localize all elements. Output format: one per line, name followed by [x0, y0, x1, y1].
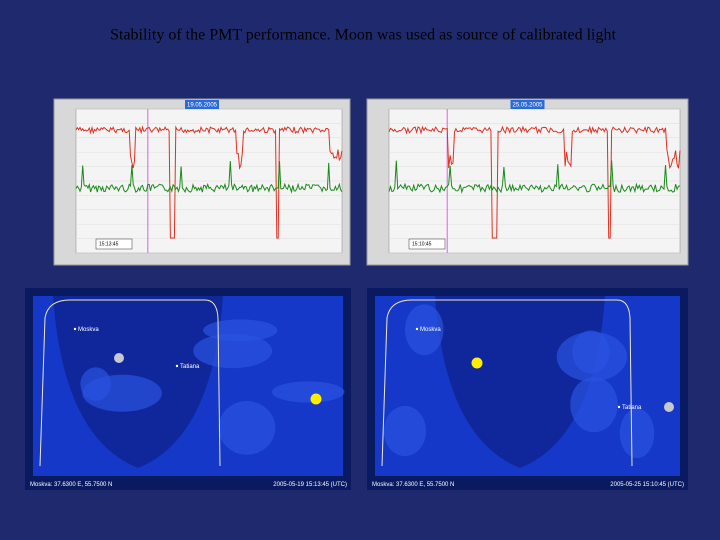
moon — [664, 402, 674, 412]
continent — [572, 330, 610, 374]
date-label: 19.05.2005 — [187, 103, 218, 109]
continent — [193, 333, 273, 369]
date-badge — [510, 100, 545, 109]
continent — [404, 304, 444, 356]
time-label: 15:10:45 — [412, 242, 432, 248]
time-label: 15:13:45 — [99, 242, 119, 248]
site-dot — [617, 405, 621, 409]
continent — [218, 401, 276, 455]
timestamp-label: 2005-05-19 15:13:45 (UTC) — [273, 482, 347, 488]
coords-label: Moskva: 37.6300 E, 55.7500 N — [372, 482, 454, 488]
scale-bar — [25, 288, 351, 296]
red-trace — [388, 125, 681, 239]
continent — [619, 408, 655, 459]
night-region — [435, 296, 605, 468]
continent — [82, 374, 162, 412]
moon-track — [39, 299, 221, 467]
sun — [310, 393, 322, 405]
continent — [271, 381, 345, 403]
site-dot — [175, 364, 179, 368]
slide-title: Stability of the PMT performance. Moon w… — [110, 27, 616, 44]
continent — [570, 376, 618, 433]
site-dot — [73, 327, 77, 331]
site-label: Moskva — [420, 327, 441, 333]
green-trace — [75, 160, 343, 194]
time-box — [95, 238, 133, 250]
red-trace — [75, 125, 343, 239]
site-label: Tatiana — [180, 364, 200, 370]
date-badge — [185, 100, 219, 109]
continent — [383, 405, 427, 457]
site-label: Tatiana — [622, 405, 642, 411]
site-label: Moskva — [78, 327, 99, 333]
timestamp-label: 2005-05-25 15:10:45 (UTC) — [610, 482, 684, 488]
moon-track — [381, 299, 633, 467]
coords-label: Moskva: 37.6300 E, 55.7500 N — [30, 482, 112, 488]
sun — [471, 357, 483, 369]
site-dot — [415, 327, 419, 331]
scale-bar — [367, 288, 688, 296]
date-label: 25.05.2005 — [512, 103, 543, 109]
moon — [114, 353, 124, 363]
green-trace — [388, 160, 681, 195]
time-box — [408, 238, 446, 250]
